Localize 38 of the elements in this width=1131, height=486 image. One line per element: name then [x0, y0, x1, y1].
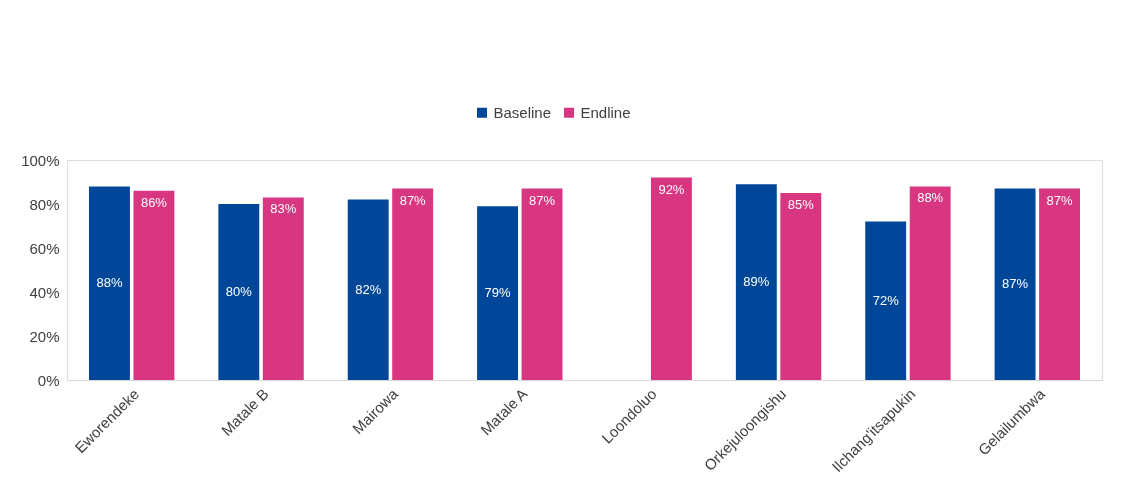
bar [347, 199, 389, 380]
y-tick-label: 40% [29, 283, 60, 301]
legend-label: Endline [580, 103, 631, 121]
data-label: 87% [399, 192, 427, 208]
legend-label: Baseline [493, 103, 552, 121]
data-label: 72% [872, 292, 900, 308]
bar [865, 221, 907, 380]
y-tick-label: 0% [37, 371, 60, 389]
data-label: 88% [96, 275, 123, 291]
data-label: 92% [658, 181, 685, 197]
bar [88, 186, 130, 380]
bar [133, 190, 175, 380]
data-label: 88% [917, 190, 944, 206]
data-label: 89% [743, 274, 770, 290]
data-label: 83% [270, 201, 297, 217]
bar [650, 177, 692, 380]
bar [477, 206, 519, 380]
data-label: 82% [355, 281, 382, 297]
bar [262, 197, 304, 380]
bar [521, 188, 563, 380]
data-label: 87% [529, 192, 556, 208]
data-label: 86% [140, 194, 168, 210]
bar [994, 188, 1036, 380]
data-label: 87% [1002, 276, 1029, 292]
data-label: 87% [1046, 192, 1073, 208]
data-label: 85% [787, 197, 815, 212]
bar [909, 186, 951, 380]
bar [392, 188, 434, 380]
y-tick-label: 60% [29, 239, 60, 257]
data-label: 80% [225, 284, 253, 299]
bar [780, 193, 822, 380]
y-tick-label: 100% [21, 151, 60, 169]
bar [1039, 188, 1081, 380]
y-tick-label: 80% [29, 195, 60, 213]
y-tick-label: 20% [29, 327, 60, 345]
bar [218, 204, 260, 380]
data-label: 79% [484, 285, 512, 301]
bar [735, 184, 777, 380]
